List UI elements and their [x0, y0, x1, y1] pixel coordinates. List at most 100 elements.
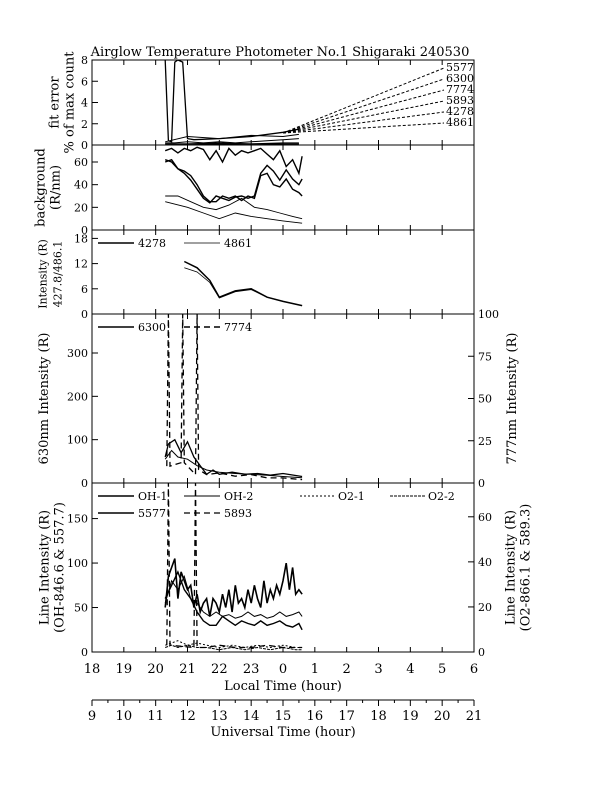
series-background-4	[165, 201, 303, 224]
legend-O2-1: O2-1	[338, 490, 365, 503]
panel-intensity-4278-4861: 0 6 12 18 4278 4861 Intensity (R) 427.8/486.1	[37, 229, 475, 321]
x-axis-label-ut: Universal Time (hour)	[210, 725, 355, 740]
x-tick-label-local: 2	[343, 662, 351, 677]
series-background-2	[164, 159, 303, 203]
y-tick-label: 150	[67, 513, 88, 526]
fit-label-leader	[282, 111, 445, 134]
y-axis-label: (OH-846.6 & 557.7)	[53, 502, 68, 633]
fit-label-leader	[282, 89, 445, 134]
x-tick-label-local: 20	[147, 662, 164, 677]
x-tick-label-ut: 12	[179, 709, 196, 724]
panel-intensity-6300-7774-frame	[91, 313, 475, 484]
y-tick-label-right: 100	[478, 308, 499, 321]
series-background-3	[165, 195, 303, 220]
y-axis-label: 427.8/486.1	[52, 241, 65, 308]
y-axis-label: (R/nm)	[49, 165, 64, 210]
x-tick-label-local: 5	[438, 662, 446, 677]
y-tick-label-right: 75	[478, 350, 492, 363]
fit-label-7774: 7774	[446, 83, 474, 96]
panel-background: 0 20 40 60 background (R/nm)	[34, 144, 475, 237]
x-tick-label-local: 0	[279, 662, 287, 677]
series-OH-2	[164, 575, 303, 619]
x-tick-label-ut: 15	[275, 709, 292, 724]
y-tick-label: 0	[81, 139, 88, 152]
series-fit-4861	[165, 143, 299, 145]
series-5577	[164, 570, 303, 631]
x-tick-label-local: 21	[179, 662, 196, 677]
x-tick-label-ut: 19	[402, 709, 419, 724]
y-axis-label-right: Line Intensity (R)	[504, 510, 519, 625]
x-tick-label-local: 23	[243, 662, 260, 677]
x-tick-label-local: 1	[311, 662, 319, 677]
series-fit-7774	[165, 133, 299, 143]
y-tick-label-right: 0	[478, 646, 485, 659]
y-tick-label-right: 60	[478, 511, 492, 524]
x-tick-label-local: 22	[211, 662, 228, 677]
chart-title: Airglow Temperature Photometer No.1 Shig…	[90, 45, 470, 60]
fit-label-6300: 6300	[446, 72, 474, 85]
y-tick-label-right: 40	[478, 556, 492, 569]
y-tick-label: 6	[81, 75, 88, 88]
fit-label-5893: 5893	[446, 94, 474, 107]
fit-label-leader	[282, 67, 445, 134]
y-tick-label: 4	[81, 97, 88, 110]
x-tick-label-ut: 13	[211, 709, 228, 724]
y-tick-label: 20	[74, 201, 88, 214]
y-tick-label: 18	[74, 232, 88, 245]
x-tick-label-local: 4	[406, 662, 414, 677]
y-tick-label-right: 25	[478, 435, 492, 448]
series-fit-5577	[165, 138, 299, 144]
series-4278	[183, 260, 303, 307]
y-tick-label: 200	[67, 390, 88, 403]
y-tick-label: 0	[81, 308, 88, 321]
series-5893	[166, 483, 303, 649]
x-tick-label-ut: 14	[243, 709, 260, 724]
x-tick-label-ut: 18	[370, 709, 387, 724]
series-6300	[164, 438, 303, 478]
panel-intensity-6300-7774: 0 100 200 300 0 25 50 75 100 6300 7774 630nm Intens…	[37, 308, 520, 490]
y-tick-label-right: 0	[478, 477, 485, 490]
fit-label-5577: 5577	[446, 61, 474, 74]
x-tick-label-ut: 10	[116, 709, 133, 724]
y-axis-label-right: 777nm Intensity (R)	[505, 333, 520, 465]
y-axis-label-right: (O2-866.1 & 589.3)	[519, 504, 534, 632]
legend-4861: 4861	[224, 237, 252, 250]
series-4861	[184, 267, 303, 306]
y-tick-label: 40	[74, 179, 88, 192]
x-tick-label-ut: 20	[434, 709, 451, 724]
x-tick-label-local: 6	[470, 662, 478, 677]
x-tick-label-ut: 21	[466, 709, 483, 724]
series-background-1	[164, 158, 303, 204]
fit-label-4861: 4861	[446, 116, 474, 129]
x-tick-label-ut: 11	[147, 709, 164, 724]
y-tick-label: 50	[74, 602, 88, 615]
legend-6300: 6300	[138, 321, 166, 334]
fit-label-leader	[282, 122, 445, 134]
x-tick-label-ut: 16	[307, 709, 324, 724]
y-tick-label: 12	[74, 258, 88, 271]
y-tick-label: 2	[81, 118, 88, 131]
legend-5893: 5893	[224, 507, 252, 520]
y-axis-label: background	[34, 148, 49, 227]
y-tick-label: 300	[67, 347, 88, 360]
y-tick-label-right: 20	[478, 601, 492, 614]
series-OH-1	[164, 558, 303, 617]
legend-4278: 4278	[138, 237, 166, 250]
y-axis-label: fit error	[48, 76, 63, 129]
y-axis-label: Line Intensity (R)	[38, 510, 53, 625]
x-tick-label-local: 19	[116, 662, 133, 677]
y-tick-label: 0	[81, 224, 88, 237]
x-tick-label-ut: 9	[88, 709, 96, 724]
fit-label-4278: 4278	[446, 105, 474, 118]
y-tick-label: 0	[81, 477, 88, 490]
x-tick-label-local: 3	[374, 662, 382, 677]
legend-O2-2: O2-2	[428, 490, 455, 503]
y-axis-label: Intensity (R)	[37, 239, 50, 309]
legend-OH-1: OH-1	[138, 490, 167, 503]
series-fit-6300	[164, 60, 300, 143]
fit-label-leader	[282, 78, 445, 134]
